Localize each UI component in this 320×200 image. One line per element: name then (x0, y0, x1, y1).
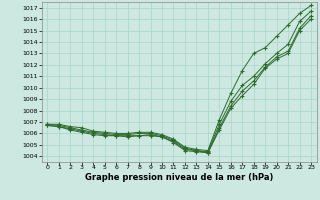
X-axis label: Graphe pression niveau de la mer (hPa): Graphe pression niveau de la mer (hPa) (85, 173, 273, 182)
